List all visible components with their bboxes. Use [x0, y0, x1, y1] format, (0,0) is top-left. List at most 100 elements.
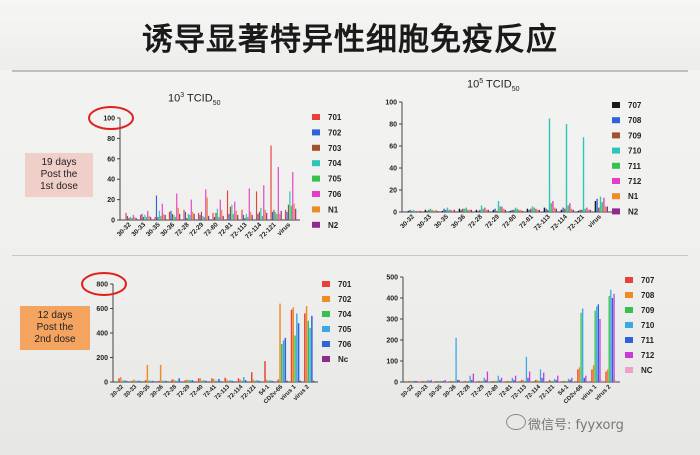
x-tick-label: 72-28 [457, 384, 473, 400]
bar [218, 216, 220, 220]
bar [214, 380, 217, 382]
bar [441, 380, 443, 382]
legend-label: 705 [338, 325, 352, 334]
bar [248, 188, 250, 220]
bar [466, 380, 468, 382]
bar [543, 207, 546, 212]
bar [478, 380, 481, 382]
bar [552, 201, 554, 212]
bar [259, 381, 262, 382]
bar [494, 208, 496, 212]
bar [192, 211, 194, 220]
bar [424, 209, 427, 212]
bar [521, 210, 523, 212]
bar [544, 380, 546, 382]
bar [171, 379, 173, 382]
bar [584, 208, 586, 212]
bar [439, 380, 442, 382]
bar [286, 380, 288, 382]
y-tick-label: 20 [107, 197, 115, 204]
bar [451, 210, 454, 212]
bar [577, 210, 580, 212]
bar [163, 380, 165, 382]
bar [267, 380, 270, 382]
bar [212, 212, 214, 220]
bar [563, 380, 565, 382]
bar [184, 211, 187, 220]
bar [455, 337, 457, 382]
bar [146, 364, 149, 382]
bar [571, 377, 573, 382]
y-tick-label: 200 [386, 338, 398, 345]
bar [527, 377, 529, 382]
bar [506, 380, 509, 382]
bar [284, 209, 287, 220]
bar [221, 209, 223, 220]
legend-swatch [625, 337, 633, 343]
bar [170, 210, 172, 220]
bar [211, 378, 213, 382]
bar [241, 209, 243, 220]
bar [572, 380, 575, 382]
legend-swatch [612, 147, 620, 154]
bar [483, 377, 485, 382]
y-tick-label: 200 [96, 355, 108, 362]
bar [550, 380, 552, 382]
bar [566, 380, 568, 382]
bar [186, 217, 188, 220]
bar [247, 216, 249, 220]
bar [142, 216, 144, 220]
bar [141, 213, 143, 220]
bar [486, 371, 489, 382]
bar [290, 205, 292, 220]
bar [296, 313, 298, 382]
bar [187, 213, 189, 220]
bar [202, 215, 204, 220]
bar [257, 213, 259, 220]
bar [611, 298, 614, 382]
bar [417, 210, 420, 212]
legend-swatch [312, 191, 320, 197]
legend-label: N2 [628, 207, 639, 216]
bar [553, 207, 556, 212]
y-tick-label: 0 [111, 218, 115, 225]
bar [567, 378, 570, 382]
bar [131, 380, 134, 382]
bar [136, 380, 139, 382]
legend-swatch [612, 208, 620, 215]
bar [610, 289, 612, 382]
bar [432, 380, 434, 382]
legend-swatch [322, 281, 330, 287]
bar [414, 210, 416, 212]
bar [144, 214, 146, 220]
bar [436, 380, 438, 382]
bar [553, 378, 556, 382]
bar [541, 377, 543, 382]
bar [538, 209, 540, 212]
bar [290, 309, 293, 382]
x-tick-label: 72-29 [471, 384, 487, 400]
bar [418, 380, 420, 382]
bar [232, 213, 234, 220]
bar [538, 380, 540, 382]
y-tick-label: 800 [96, 282, 108, 289]
bar [299, 380, 302, 382]
bar [239, 379, 241, 382]
bar [535, 208, 537, 212]
legend-swatch [312, 206, 320, 213]
bar [410, 380, 412, 382]
legend-label: 707 [628, 101, 642, 110]
bar [186, 379, 188, 382]
bar [206, 197, 208, 220]
bar [514, 207, 517, 212]
bar [436, 210, 438, 212]
note-19-days: 19 days Post the 1st dose [25, 153, 93, 197]
bar [135, 380, 137, 382]
bar [499, 379, 501, 382]
bar [168, 211, 171, 220]
bar [165, 380, 167, 382]
bar [150, 216, 152, 220]
bar [578, 367, 581, 382]
y-tick-label: 40 [107, 177, 115, 184]
x-tick-label: 30-32 [400, 384, 416, 400]
